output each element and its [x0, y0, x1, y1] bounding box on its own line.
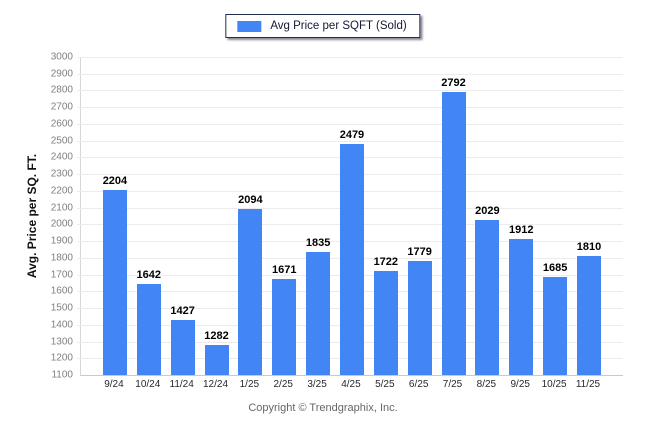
bar-value-label: 2479: [339, 129, 365, 142]
x-axis-label: 7/25: [442, 379, 463, 390]
bar: [407, 261, 432, 375]
y-tick-label: 2500: [50, 135, 73, 147]
gridline: [77, 90, 623, 92]
y-axis-tick-labels: 3000 2900 2800 2700 2600 2500 2400 2300 2200 2100…: [0, 52, 76, 381]
x-axis-label: 9/24: [104, 379, 124, 390]
y-tick-label: 2300: [50, 168, 73, 180]
bar: [576, 256, 601, 375]
gridline: [77, 107, 623, 109]
bar: [102, 190, 127, 375]
y-tick-label: 1500: [50, 302, 73, 314]
y-tick-label: 2400: [50, 151, 73, 163]
bar: [373, 270, 398, 375]
x-axis-labels: 9/24 10/24 11/24 12/24 1/25 2/25 3/25 4/25 5/25 6…: [80, 379, 622, 390]
y-tick-label: 1700: [50, 269, 73, 281]
bar-group-6/25: 1779: [403, 246, 437, 375]
gridline: [77, 73, 623, 75]
bar-value-label: 1427: [170, 305, 195, 318]
bar-value-label: 2094: [238, 193, 263, 206]
bar-value-label: 2792: [441, 76, 466, 89]
x-axis-label: 9/25: [510, 379, 530, 390]
bar-group-5/25: 1722: [369, 256, 403, 375]
x-axis-label: 3/25: [307, 379, 327, 390]
x-axis-label: 1/25: [239, 379, 260, 390]
gridline: [77, 57, 623, 58]
bar-group-2/25: 1671: [267, 264, 301, 375]
plot-area: 2204 1642 1427 1282 2094 1671 1835 2479 1722 1779…: [77, 57, 623, 376]
y-tick-label: 2200: [50, 185, 73, 197]
bar: [339, 144, 364, 375]
y-tick-label: 2600: [50, 118, 73, 130]
x-axis-label: 5/25: [375, 379, 395, 390]
bar-value-label: 1685: [542, 262, 568, 275]
bar: [475, 219, 500, 375]
bar-group-7/25: 2792: [437, 77, 471, 375]
bar-value-label: 1912: [509, 224, 534, 237]
bar-group-11/24: 1427: [166, 305, 200, 375]
bar: [509, 239, 534, 375]
legend-swatch: [237, 20, 262, 32]
y-tick-label: 1200: [50, 352, 73, 364]
x-axis-label: 4/25: [341, 379, 361, 390]
bar: [238, 208, 263, 375]
bar-group-10/24: 1642: [132, 269, 166, 375]
gridline: [77, 140, 623, 142]
bar-group-9/24: 2204: [98, 175, 132, 375]
bar-value-label: 1835: [305, 237, 331, 249]
bar-group-1/25: 2094: [233, 194, 267, 375]
legend: Avg Price per SQFT (Sold): [225, 14, 421, 38]
bar: [136, 284, 161, 375]
y-tick-label: 1600: [50, 285, 73, 297]
y-tick-label: 2900: [50, 68, 73, 80]
copyright-text: Copyright © Trendgraphix, Inc.: [248, 402, 398, 414]
bar: [441, 91, 466, 375]
x-axis-label: 11/25: [575, 379, 601, 390]
bar-group-8/25: 2029: [470, 204, 504, 375]
bar-group-11/25: 1810: [572, 241, 606, 375]
x-axis-label: 6/25: [408, 379, 429, 390]
bar-series: 2204 1642 1427 1282 2094 1671 1835 2479 1722 1779…: [81, 57, 623, 375]
x-axis-label: 2/25: [273, 379, 293, 390]
bar-value-label: 1282: [204, 329, 229, 342]
legend-label: Avg Price per SQFT (Sold): [270, 20, 407, 32]
y-tick-label: 1400: [50, 319, 73, 331]
bar-value-label: 2204: [102, 175, 128, 188]
y-tick-label: 1100: [51, 369, 73, 381]
bar-value-label: 1810: [576, 241, 602, 254]
bar: [204, 344, 229, 375]
bar-value-label: 1779: [407, 246, 432, 259]
y-tick-label: 2000: [50, 218, 73, 230]
y-tick-label: 1800: [50, 252, 73, 264]
bar-group-4/25: 2479: [335, 129, 369, 375]
bar-group-12/24: 1282: [200, 329, 234, 375]
bar-value-label: 1642: [136, 269, 162, 282]
x-axis-label: 12/24: [202, 379, 229, 390]
x-axis-label: 11/24: [169, 379, 194, 390]
bar-value-label: 1671: [271, 264, 297, 277]
y-tick-label: 1300: [50, 336, 73, 348]
x-axis-label: 10/25: [541, 379, 567, 390]
y-tick-label: 2100: [50, 202, 73, 214]
gridline: [77, 123, 623, 125]
bar-group-9/25: 1912: [504, 224, 538, 375]
x-axis-label: 10/24: [135, 379, 161, 390]
y-tick-label: 3000: [50, 51, 73, 63]
bar: [170, 320, 195, 375]
x-axis-label: 8/25: [476, 379, 497, 390]
y-tick-label: 1900: [50, 235, 73, 247]
bar-group-10/25: 1685: [538, 262, 572, 375]
bar-value-label: 1722: [373, 255, 399, 268]
bar: [272, 279, 297, 375]
y-tick-label: 2800: [50, 84, 73, 96]
bar-value-label: 2029: [475, 204, 500, 217]
bar-group-3/25: 1835: [301, 237, 335, 375]
bar: [543, 277, 568, 375]
bar: [306, 252, 331, 375]
y-tick-label: 2700: [50, 101, 73, 113]
